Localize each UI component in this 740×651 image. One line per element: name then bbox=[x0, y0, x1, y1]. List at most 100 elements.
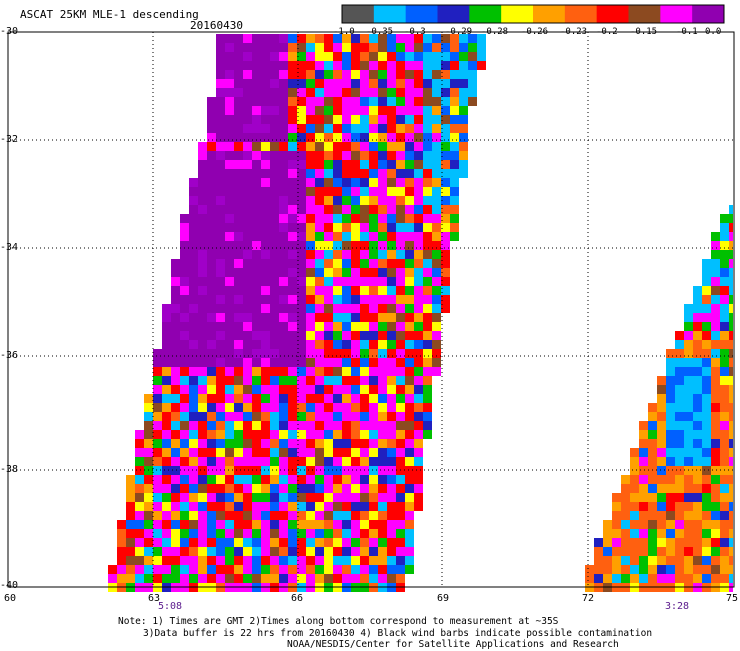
swath-cell bbox=[351, 286, 360, 295]
swath-cell bbox=[189, 349, 198, 358]
swath-cell bbox=[207, 430, 216, 439]
swath-cell bbox=[405, 259, 414, 268]
swath-cell bbox=[378, 223, 387, 232]
swath-cell bbox=[342, 277, 351, 286]
swath-cell bbox=[171, 394, 180, 403]
swath-cell bbox=[189, 475, 198, 484]
swath-cell bbox=[207, 250, 216, 259]
swath-cell bbox=[333, 223, 342, 232]
swath-cell bbox=[261, 367, 270, 376]
swath-cell bbox=[432, 178, 441, 187]
swath-cell bbox=[225, 187, 234, 196]
swath-cell bbox=[297, 295, 306, 304]
swath-cell bbox=[261, 322, 270, 331]
swath-cell bbox=[423, 331, 432, 340]
swath-cell bbox=[234, 385, 243, 394]
swath-cell bbox=[234, 448, 243, 457]
colorbar-swatch bbox=[405, 5, 438, 23]
swath-cell bbox=[279, 556, 288, 565]
swath-cell bbox=[270, 322, 279, 331]
swath-cell bbox=[405, 502, 414, 511]
swath-cell bbox=[189, 241, 198, 250]
swath-cell bbox=[342, 529, 351, 538]
swath-cell bbox=[270, 547, 279, 556]
swath-cell bbox=[324, 457, 333, 466]
swath-cell bbox=[666, 529, 675, 538]
swath-cell bbox=[189, 511, 198, 520]
swath-cell bbox=[414, 88, 423, 97]
swath-cell bbox=[702, 511, 711, 520]
swath-cell bbox=[441, 277, 450, 286]
swath-cell bbox=[693, 367, 702, 376]
swath-cell bbox=[126, 538, 135, 547]
swath-cell bbox=[639, 493, 648, 502]
swath-cell bbox=[225, 133, 234, 142]
swath-cell bbox=[234, 79, 243, 88]
swath-cell bbox=[414, 430, 423, 439]
swath-cell bbox=[306, 502, 315, 511]
swath-cell bbox=[297, 358, 306, 367]
swath-cell bbox=[189, 529, 198, 538]
swath-cell bbox=[369, 43, 378, 52]
swath-cell bbox=[243, 241, 252, 250]
swath-cell bbox=[243, 358, 252, 367]
swath-cell bbox=[729, 241, 733, 250]
swath-cell bbox=[252, 412, 261, 421]
swath-cell bbox=[360, 34, 369, 43]
swath-cell bbox=[243, 520, 252, 529]
swath-cell bbox=[342, 214, 351, 223]
swath-cell bbox=[711, 565, 720, 574]
swath-cell bbox=[450, 97, 459, 106]
swath-cell bbox=[261, 466, 270, 475]
swath-cell bbox=[378, 115, 387, 124]
swath-cell bbox=[378, 277, 387, 286]
swath-cell bbox=[666, 385, 675, 394]
swath-cell bbox=[252, 529, 261, 538]
swath-cell bbox=[306, 367, 315, 376]
swath-cell bbox=[684, 538, 693, 547]
swath-cell bbox=[378, 61, 387, 70]
swath-cell bbox=[171, 286, 180, 295]
swath-cell bbox=[243, 322, 252, 331]
swath-cell bbox=[270, 43, 279, 52]
swath-cell bbox=[288, 250, 297, 259]
swath-cell bbox=[657, 466, 666, 475]
swath-cell bbox=[333, 493, 342, 502]
y-tick-label: -34 bbox=[0, 242, 19, 253]
swath-cell bbox=[693, 475, 702, 484]
swath-cell bbox=[702, 259, 711, 268]
swath-cell bbox=[639, 520, 648, 529]
swath-cell bbox=[441, 97, 450, 106]
swath-cell bbox=[369, 574, 378, 583]
swath-cell bbox=[450, 169, 459, 178]
swath-cell bbox=[252, 214, 261, 223]
swath-cell bbox=[432, 349, 441, 358]
swath-cell bbox=[342, 70, 351, 79]
swath-cell bbox=[648, 412, 657, 421]
swath-cell bbox=[234, 574, 243, 583]
swath-cell bbox=[360, 214, 369, 223]
swath-cell bbox=[405, 43, 414, 52]
swath-cell bbox=[693, 340, 702, 349]
swath-cell bbox=[360, 430, 369, 439]
swath-cell bbox=[387, 385, 396, 394]
swath-cell bbox=[288, 97, 297, 106]
swath-cell bbox=[270, 97, 279, 106]
swath-cell bbox=[315, 394, 324, 403]
swath-cell bbox=[693, 439, 702, 448]
swath-cell bbox=[234, 403, 243, 412]
swath-cell bbox=[351, 502, 360, 511]
swath-cell bbox=[306, 484, 315, 493]
swath-cell bbox=[729, 547, 733, 556]
swath-cell bbox=[234, 241, 243, 250]
swath-cell bbox=[459, 52, 468, 61]
swath-cell bbox=[666, 457, 675, 466]
swath-cell bbox=[387, 286, 396, 295]
swath-cell bbox=[306, 376, 315, 385]
swath-cell bbox=[207, 520, 216, 529]
swath-cell bbox=[720, 529, 729, 538]
swath-cell bbox=[405, 466, 414, 475]
swath-cell bbox=[387, 250, 396, 259]
swath-cell bbox=[315, 304, 324, 313]
swath-cell bbox=[342, 61, 351, 70]
